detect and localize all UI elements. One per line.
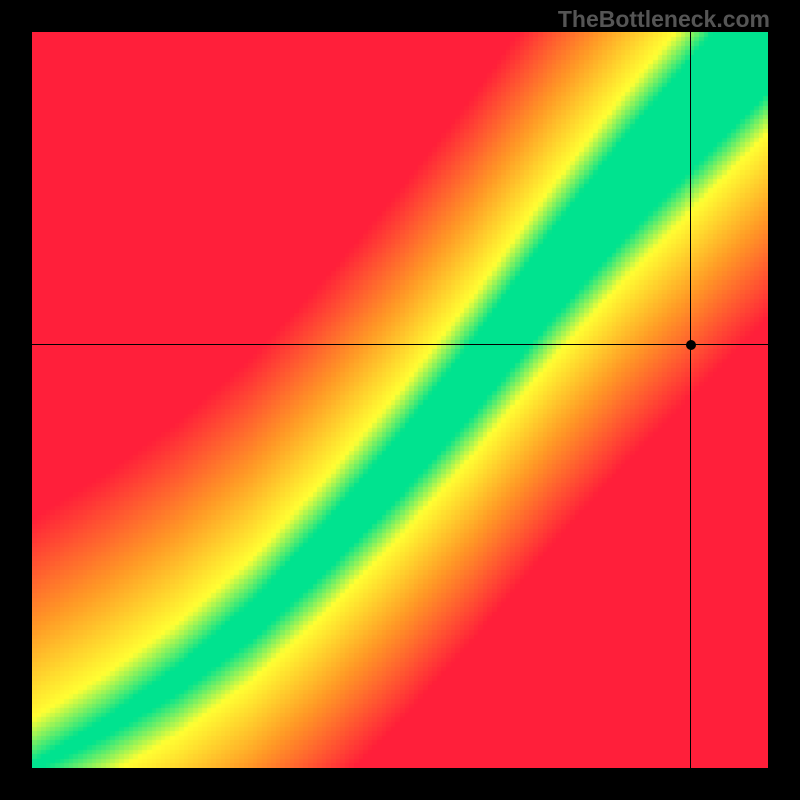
bottleneck-heatmap	[32, 32, 768, 768]
crosshair-marker	[686, 340, 696, 350]
crosshair-vertical	[690, 32, 691, 768]
crosshair-horizontal	[32, 344, 768, 345]
watermark-text: TheBottleneck.com	[558, 6, 770, 33]
chart-container: TheBottleneck.com	[0, 0, 800, 800]
